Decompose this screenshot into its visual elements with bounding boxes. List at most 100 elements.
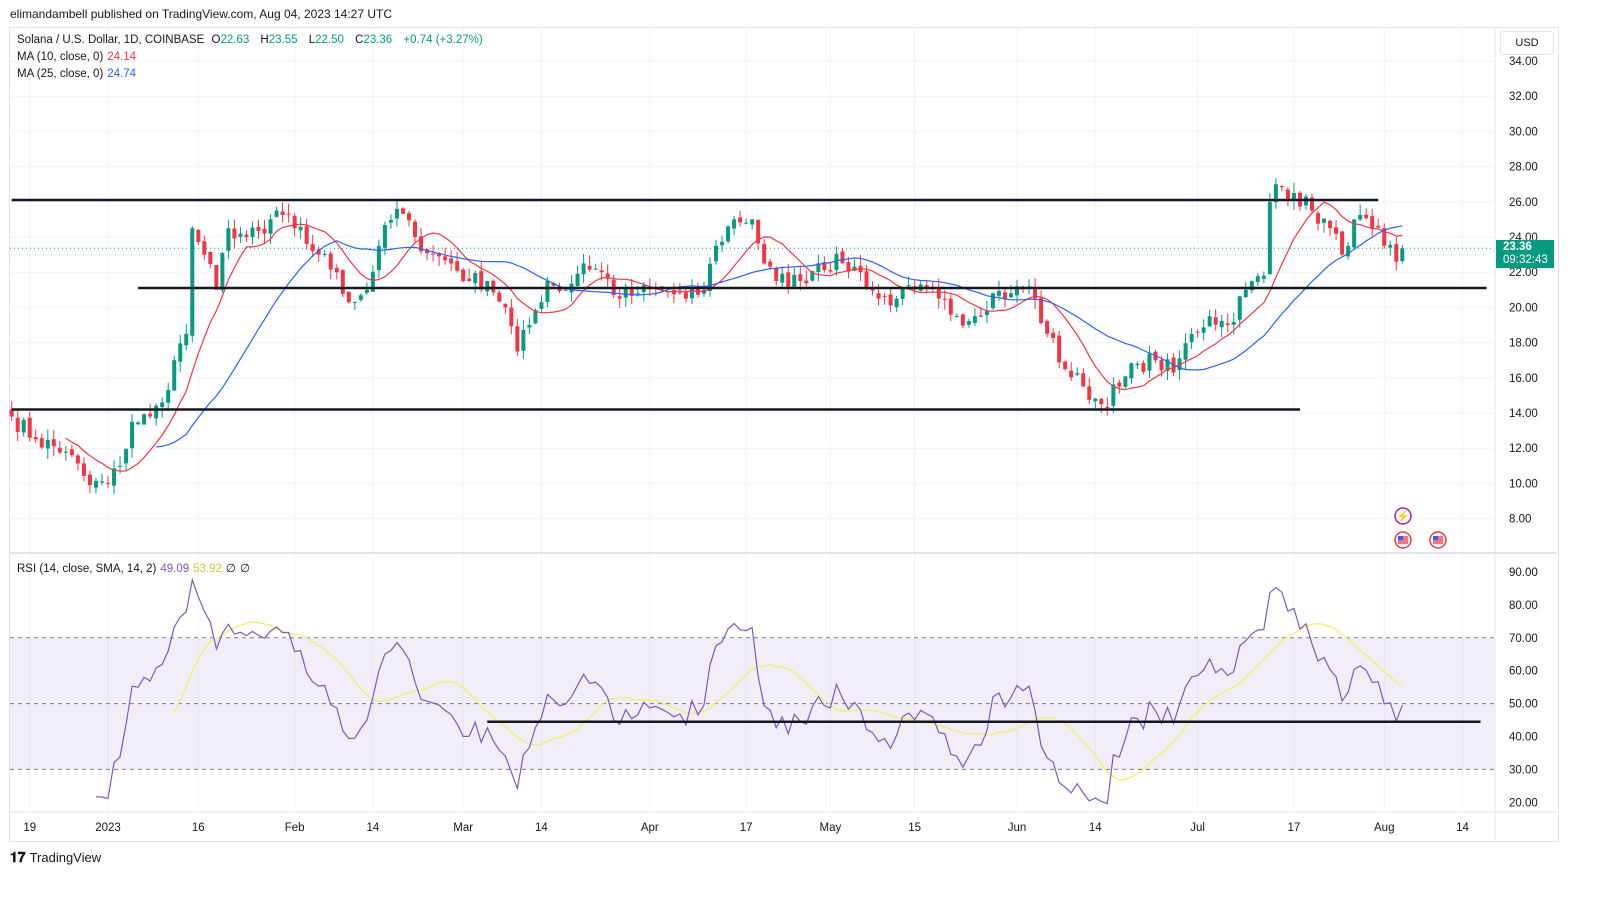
candle-body	[1033, 288, 1038, 299]
candle	[15, 410, 20, 442]
price-tick-label: 28.00	[1509, 162, 1538, 174]
candle-body	[894, 298, 899, 308]
ma25-legend[interactable]: MA (25, close, 0) 24.74	[17, 68, 140, 80]
time-tick-label: Feb	[285, 822, 305, 834]
candle	[1328, 219, 1333, 236]
time-tick-label: 19	[23, 822, 36, 834]
candle	[69, 444, 74, 458]
candle	[340, 268, 345, 298]
price-tick-label: 8.00	[1509, 514, 1531, 526]
candle	[954, 313, 959, 318]
candle	[720, 235, 725, 252]
candle-body	[304, 226, 309, 244]
candle-body	[744, 222, 749, 224]
candle-body	[419, 236, 424, 252]
rsi-value: 49.09	[160, 563, 190, 575]
candle-body	[437, 252, 442, 257]
candle-body	[503, 304, 508, 308]
candle	[87, 470, 92, 494]
candle-body	[900, 287, 905, 299]
candle-body	[888, 294, 893, 306]
candle	[1291, 182, 1296, 211]
rsi-legend[interactable]: RSI (14, close, SMA, 14, 2) 49.09 53.92 ∅ ∅	[17, 561, 254, 575]
candle-body	[1105, 406, 1110, 408]
candle	[1189, 327, 1194, 349]
candle-body	[106, 482, 110, 484]
chart-frame[interactable]	[9, 27, 1559, 842]
candle-body	[1255, 276, 1260, 282]
candle-body	[15, 417, 20, 432]
candle	[1261, 271, 1266, 284]
candle-body	[292, 215, 297, 229]
candle-body	[1045, 320, 1050, 334]
candle-body	[340, 270, 345, 294]
candle-body	[683, 292, 688, 299]
candle-body	[1261, 275, 1266, 279]
candle-body	[984, 310, 989, 316]
candle-body	[400, 208, 405, 214]
candle	[449, 250, 454, 272]
candle-body	[1237, 296, 1242, 320]
candle-body	[1334, 227, 1339, 234]
candle-body	[876, 293, 881, 299]
candle	[232, 219, 237, 249]
rsi-tick-label: 60.00	[1509, 666, 1538, 678]
candle-body	[112, 468, 117, 486]
candle	[160, 397, 165, 418]
candle	[21, 417, 26, 437]
candle-body	[1087, 386, 1092, 400]
change-value: +0.74 (+3.27%)	[403, 34, 483, 46]
candle	[545, 276, 550, 308]
candle	[1147, 345, 1152, 378]
candle	[978, 307, 983, 317]
candle-body	[298, 226, 303, 231]
last-price-label: 23.36 09:32:43	[1496, 240, 1554, 268]
candle	[960, 313, 965, 329]
candle-body	[232, 228, 237, 239]
time-tick-label: Mar	[453, 822, 473, 834]
candle	[1400, 244, 1405, 264]
rsi-tick-label: 80.00	[1509, 600, 1538, 612]
candle	[1002, 286, 1007, 308]
candle	[497, 290, 502, 303]
currency-button[interactable]: USD	[1500, 31, 1554, 55]
rsi-tick-label: 30.00	[1509, 764, 1538, 776]
price-tick-label: 26.00	[1509, 197, 1538, 209]
ma10-legend[interactable]: MA (10, close, 0) 24.14	[17, 51, 140, 63]
candle	[822, 256, 827, 273]
candle	[708, 257, 712, 297]
candle	[695, 282, 700, 298]
candle	[286, 203, 291, 223]
rsi-tick-label: 40.00	[1509, 732, 1538, 744]
candle	[250, 221, 255, 245]
candle	[1370, 208, 1375, 236]
candle-body	[828, 269, 833, 272]
candle	[376, 239, 381, 279]
candle-body	[1117, 382, 1122, 387]
candle	[9, 401, 14, 421]
candle	[593, 264, 598, 270]
candle-body	[208, 251, 213, 265]
candle-body	[816, 263, 821, 273]
price-tick-label: 14.00	[1509, 408, 1538, 420]
ma25-value: 24.74	[107, 68, 137, 80]
candle	[298, 217, 303, 239]
candle	[81, 457, 86, 482]
candle-body	[1189, 333, 1194, 343]
candle-body	[1340, 231, 1345, 255]
symbol-legend[interactable]: Solana / U.S. Dollar, 1D, COINBASE O22.6…	[17, 34, 487, 46]
candle	[39, 433, 44, 450]
candle-body	[936, 287, 941, 299]
candle	[310, 234, 315, 258]
candle-body	[533, 310, 538, 324]
tradingview-logo[interactable]: 𝟏𝟕 TradingView	[10, 849, 101, 866]
candle	[738, 210, 743, 227]
candle-body	[689, 287, 694, 299]
candle	[1093, 397, 1098, 409]
time-tick-label: 16	[192, 822, 205, 834]
candle-body	[1370, 216, 1375, 229]
candle-body	[1219, 320, 1224, 328]
ohlc-close: C23.36	[355, 34, 393, 46]
price-tick-label: 34.00	[1509, 56, 1538, 68]
